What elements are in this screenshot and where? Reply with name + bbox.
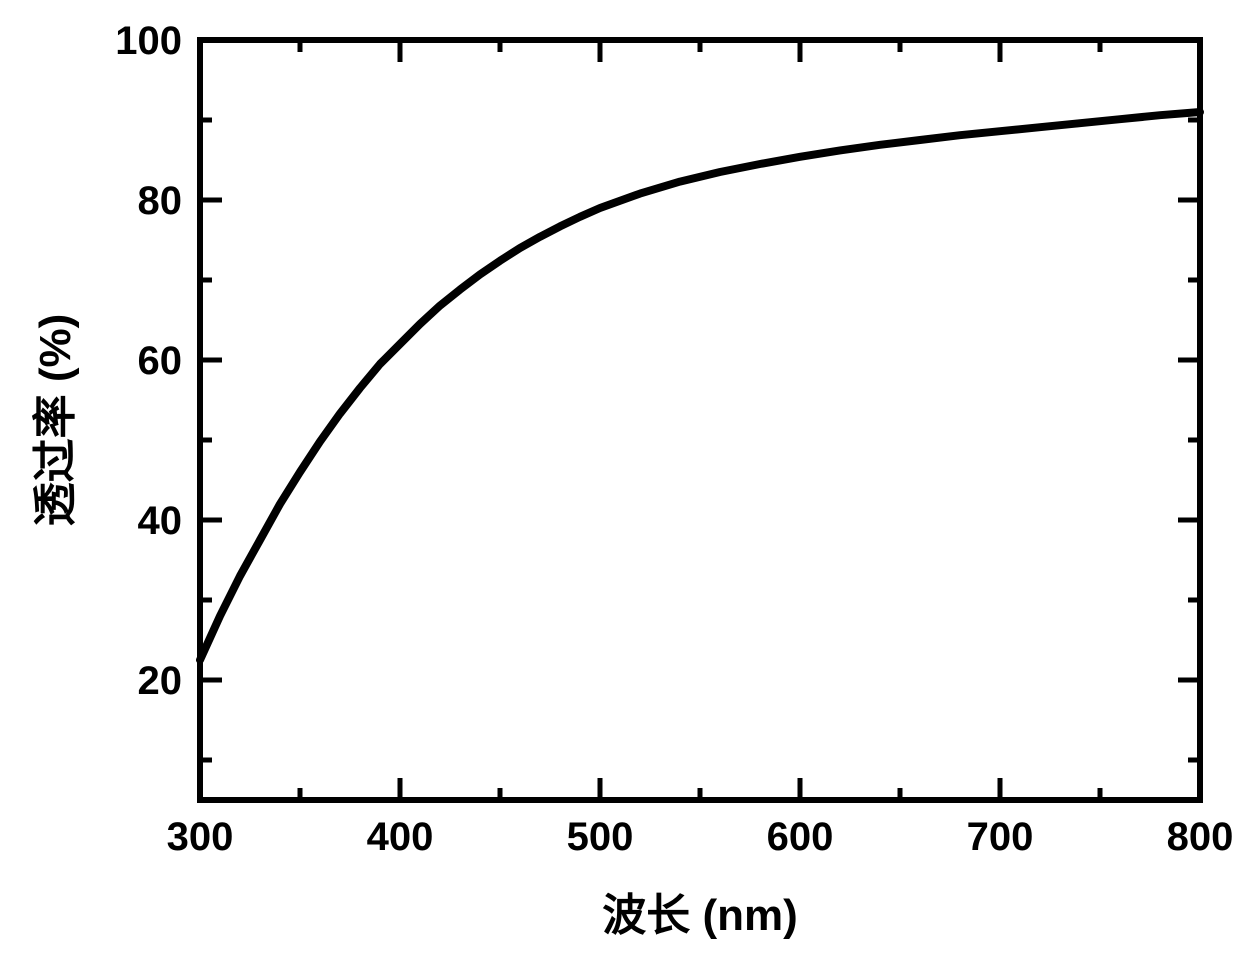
svg-text:500: 500 [567,815,634,859]
svg-text:100: 100 [115,19,182,63]
chart-svg: 300 400 500 600 700 800 20 40 60 80 100 波长 (nm) 透… [0,0,1240,961]
svg-text:800: 800 [1167,815,1234,859]
svg-text:400: 400 [367,815,434,859]
chart-container: 300 400 500 600 700 800 20 40 60 80 100 波长 (nm) 透… [0,0,1240,961]
svg-text:600: 600 [767,815,834,859]
y-axis-label: 透过率 (%) [31,314,80,527]
svg-text:300: 300 [167,815,234,859]
svg-text:20: 20 [138,659,183,703]
svg-text:40: 40 [138,499,183,543]
svg-text:80: 80 [138,179,183,223]
plot-area-box [200,40,1200,800]
transmittance-curve [200,112,1200,660]
svg-text:60: 60 [138,339,183,383]
x-axis-label: 波长 (nm) [602,891,798,940]
x-axis-ticks: 300 400 500 600 700 800 [167,40,1234,859]
svg-text:700: 700 [967,815,1034,859]
